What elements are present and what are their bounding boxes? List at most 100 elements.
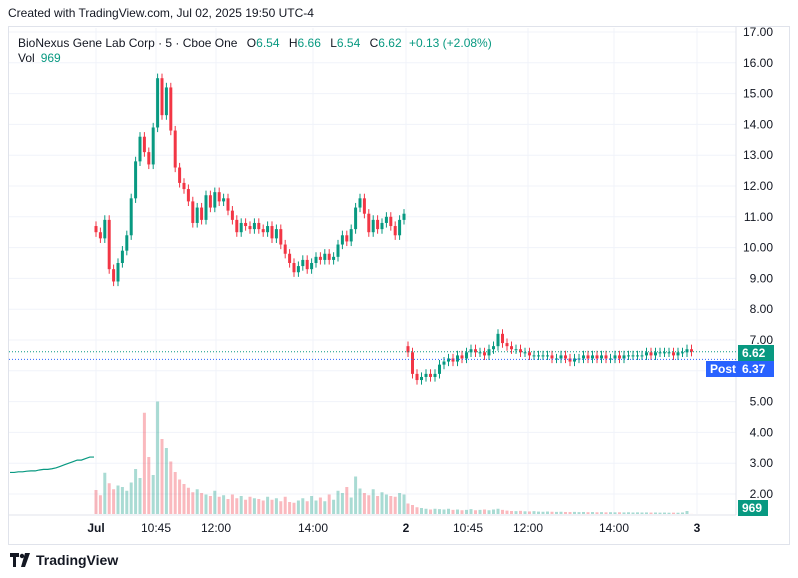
x-tick-label: 2 bbox=[403, 521, 410, 535]
chart-frame[interactable] bbox=[8, 26, 790, 545]
y-tick-label: 11.00 bbox=[744, 210, 773, 224]
volume-bar bbox=[384, 494, 388, 514]
y-tick-label: 16.00 bbox=[743, 56, 773, 70]
candle-body bbox=[204, 195, 208, 220]
candle-body bbox=[279, 229, 283, 245]
candle-body bbox=[173, 130, 177, 168]
candle-body bbox=[160, 78, 164, 116]
x-tick-label: 14:00 bbox=[298, 521, 328, 535]
volume-bar bbox=[398, 493, 402, 514]
volume-bar bbox=[424, 508, 428, 514]
open-value: 6.54 bbox=[256, 36, 280, 50]
volume-bar bbox=[564, 511, 567, 514]
candle-body bbox=[667, 352, 671, 354]
candle-body bbox=[134, 161, 138, 199]
candle-body bbox=[301, 259, 305, 267]
volume-bar bbox=[492, 509, 495, 514]
candle-body bbox=[640, 355, 644, 357]
volume-bar bbox=[292, 502, 296, 514]
volume-label[interactable]: Vol bbox=[18, 51, 35, 65]
candle-body bbox=[239, 222, 243, 233]
tradingview-logo-icon bbox=[10, 553, 30, 567]
volume-bar bbox=[681, 512, 684, 514]
volume-bar bbox=[279, 501, 283, 514]
volume-bar bbox=[649, 512, 653, 514]
candle-body bbox=[636, 355, 639, 357]
candle-body bbox=[336, 244, 340, 257]
volume-bar bbox=[283, 496, 287, 514]
candle-body bbox=[442, 361, 446, 365]
volume-bar bbox=[222, 495, 226, 514]
tradingview-logo[interactable]: TradingView bbox=[10, 552, 118, 568]
candle-body bbox=[555, 358, 558, 360]
volume-bar bbox=[442, 509, 446, 514]
volume-bar bbox=[577, 512, 581, 514]
candle-body bbox=[296, 266, 300, 273]
candle-body bbox=[248, 226, 252, 230]
candle-body bbox=[604, 355, 608, 359]
volume-value: 969 bbox=[40, 51, 61, 65]
candle-body bbox=[376, 219, 380, 230]
candle-body bbox=[349, 229, 353, 242]
volume-bar bbox=[658, 512, 662, 514]
candle-body bbox=[645, 352, 648, 356]
volume-bar bbox=[349, 497, 353, 514]
candle-body bbox=[283, 244, 287, 254]
volume-bar bbox=[103, 472, 107, 514]
candle-body bbox=[178, 167, 182, 183]
candle-body bbox=[451, 358, 455, 362]
volume-bar bbox=[667, 512, 671, 514]
candle-body bbox=[398, 219, 402, 236]
volume-bar bbox=[345, 487, 349, 514]
symbol-name[interactable]: BioNexus Gene Lab Corp · 5 · Cboe One bbox=[18, 36, 238, 50]
volume-bar bbox=[147, 457, 151, 514]
candle-body bbox=[354, 207, 358, 230]
volume-bar bbox=[305, 501, 309, 514]
volume-tag: 969 bbox=[738, 500, 768, 516]
candle-body bbox=[649, 352, 653, 356]
candle-body bbox=[151, 127, 155, 165]
volume-bar bbox=[406, 503, 410, 514]
post-market-label: Post bbox=[706, 361, 741, 377]
candle-body bbox=[94, 226, 98, 233]
candle-body bbox=[406, 346, 410, 353]
y-tick-label: 3.00 bbox=[750, 456, 774, 470]
candle-body bbox=[609, 358, 612, 360]
candle-body bbox=[292, 263, 296, 273]
candle-body bbox=[591, 355, 594, 359]
volume-bar bbox=[636, 512, 639, 514]
volume-bar bbox=[676, 512, 680, 514]
candle-body bbox=[147, 152, 151, 165]
candle-body bbox=[447, 358, 450, 362]
volume-bar bbox=[252, 498, 256, 514]
volume-bar bbox=[510, 511, 513, 514]
volume-bar bbox=[478, 509, 482, 514]
candle-body bbox=[129, 198, 133, 236]
volume-bar bbox=[393, 496, 397, 514]
volume-bar bbox=[618, 512, 621, 514]
volume-bar bbox=[244, 499, 248, 514]
volume-bar bbox=[116, 485, 120, 514]
legend-ohlc: BioNexus Gene Lab Corp · 5 · Cboe One O6… bbox=[18, 35, 492, 51]
last-price-tag: 6.62 bbox=[738, 345, 774, 361]
x-tick-label: 10:45 bbox=[453, 521, 483, 535]
volume-bar bbox=[550, 511, 554, 514]
candle-body bbox=[487, 349, 491, 356]
candle-body bbox=[582, 355, 585, 359]
y-tick-label: 5.00 bbox=[750, 395, 774, 409]
volume-bar bbox=[169, 461, 173, 514]
volume-bar bbox=[336, 490, 340, 514]
candle-body bbox=[318, 256, 322, 260]
volume-bar bbox=[354, 476, 358, 514]
candle-body bbox=[314, 256, 318, 263]
candle-body bbox=[142, 136, 146, 153]
candle-body bbox=[627, 355, 630, 357]
candle-body bbox=[226, 198, 230, 211]
candle-body bbox=[618, 355, 621, 359]
volume-bar bbox=[451, 509, 455, 514]
volume-bar bbox=[134, 469, 138, 514]
volume-bar bbox=[469, 509, 473, 514]
y-tick-label: 9.00 bbox=[750, 271, 774, 285]
volume-bar bbox=[318, 497, 322, 514]
